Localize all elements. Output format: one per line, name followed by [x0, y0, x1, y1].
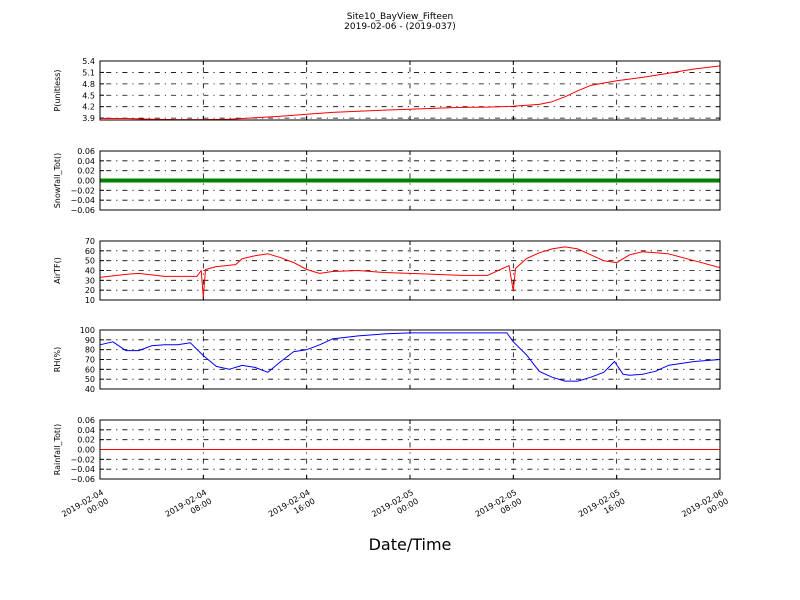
y-tick-label: −0.04: [70, 465, 95, 474]
y-tick-label: 5.1: [82, 68, 95, 77]
y-tick-label: 40: [85, 267, 95, 276]
y-tick-label: 0.00: [77, 446, 95, 455]
y-tick-label: 4.8: [82, 80, 95, 89]
y-tick-label: 0.06: [77, 416, 95, 425]
panel-1: 3.9 4.2 4.5 4.8 5.1 5.4 P(unitless): [53, 57, 721, 123]
y-axis-label: Snowfall_Tot(): [53, 153, 62, 209]
panel-5: −0.06−0.04−0.020.000.020.040.06 Rainfall_…: [53, 416, 721, 484]
y-tick-label: 30: [85, 276, 95, 285]
y-tick-label: 0.04: [77, 426, 95, 435]
y-tick-label: 100: [80, 326, 95, 335]
y-tick-label: 0.06: [77, 147, 95, 156]
y-tick-label: 0.02: [77, 436, 95, 445]
y-tick-label: −0.04: [70, 196, 95, 205]
y-tick-label: 40: [85, 385, 95, 394]
plot-frame: [99, 329, 721, 390]
y-axis-label: Rainfall_Tot(): [53, 424, 62, 476]
y-tick-label: −0.02: [70, 186, 95, 195]
y-tick-label: 60: [85, 247, 95, 256]
y-tick-label: 3.9: [82, 114, 95, 123]
series-line-4-1: [99, 332, 721, 382]
y-tick-label: −0.06: [70, 206, 95, 215]
y-tick-label: 70: [85, 237, 95, 246]
y-tick-label: 50: [85, 257, 95, 266]
plot-frame: [99, 240, 721, 301]
y-tick-label: 60: [85, 365, 95, 374]
chart-title-line1: Site10_BayView_Fifteen: [347, 12, 453, 22]
x-axis-label: Date/Time: [369, 535, 452, 554]
y-axis-label: RH(%): [53, 347, 62, 372]
y-axis-label: P(unitless): [53, 69, 62, 111]
y-tick-label: 0.02: [77, 167, 95, 176]
y-tick-label: 80: [85, 346, 95, 355]
plot-frame: [99, 150, 721, 211]
y-tick-label: 0.00: [77, 177, 95, 186]
y-tick-label: 10: [85, 296, 95, 305]
y-tick-label: 70: [85, 356, 95, 365]
y-tick-label: −0.06: [70, 475, 95, 484]
y-tick-label: 0.04: [77, 157, 95, 166]
y-tick-label: 5.4: [82, 57, 95, 66]
series-line-3-1: [99, 246, 721, 298]
y-tick-label: 4.2: [82, 103, 95, 112]
y-tick-label: 20: [85, 286, 95, 295]
plot-frame: [99, 419, 721, 480]
panel-2: −0.06−0.04−0.020.000.020.040.06 Snowfall_…: [53, 147, 721, 215]
plot-frame: [99, 60, 721, 121]
y-tick-label: 4.5: [82, 91, 95, 100]
chart-title-line2: 2019-02-06 - (2019-037): [344, 22, 456, 32]
y-tick-label: −0.02: [70, 455, 95, 464]
series-line-1-1: [100, 65, 721, 121]
y-tick-label: 50: [85, 375, 95, 384]
y-axis-label: AirTF(): [53, 257, 62, 284]
panels: 3.94.24.54.85.15.4P(unitless)−0.06−0.04−…: [53, 57, 721, 484]
y-tick-label: 90: [85, 336, 95, 345]
